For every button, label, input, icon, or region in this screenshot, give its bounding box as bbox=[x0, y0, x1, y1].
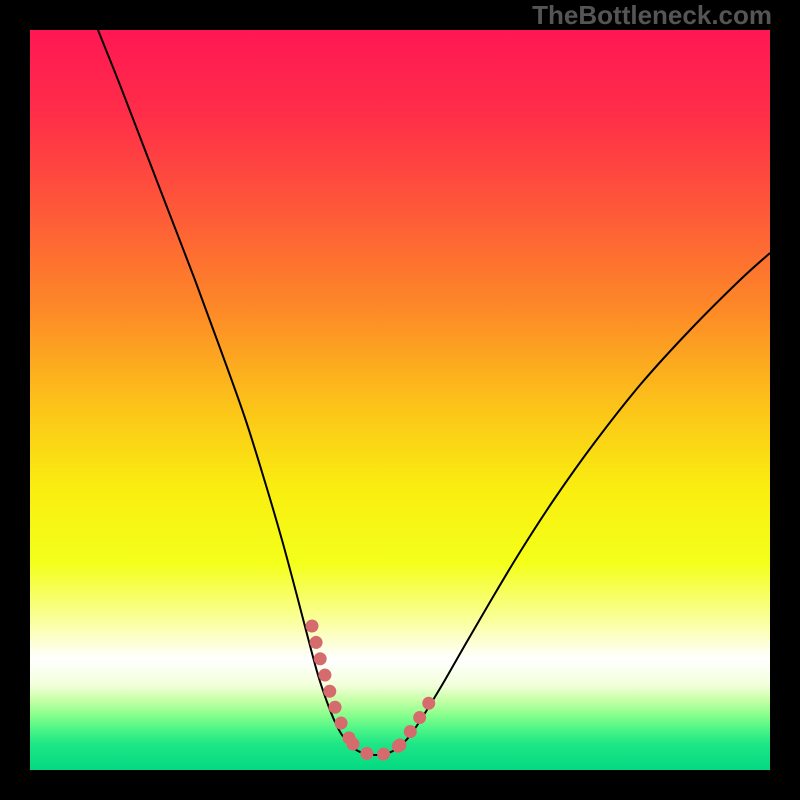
bottleneck-curve-chart bbox=[30, 30, 770, 770]
watermark-text: TheBottleneck.com bbox=[532, 0, 772, 31]
chart-frame bbox=[30, 30, 770, 770]
